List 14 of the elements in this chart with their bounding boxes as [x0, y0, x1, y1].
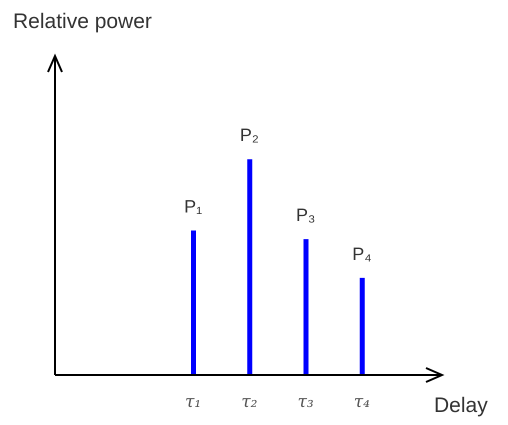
- x-tick-label: τ₄: [354, 392, 370, 412]
- bar: [360, 278, 365, 375]
- x-tick-label: τ₂: [241, 392, 258, 412]
- annotation: P₂: [240, 125, 259, 146]
- annotation: P₄: [352, 244, 372, 264]
- bar: [304, 239, 308, 375]
- x-tick-label: τ₃: [298, 392, 314, 412]
- annotation: P₁: [184, 196, 202, 216]
- text: Relative power: [13, 10, 152, 34]
- bar: [247, 159, 252, 375]
- x-tick-label: τ₁: [185, 392, 202, 412]
- x-axis-title: Delay: [434, 394, 488, 418]
- bar: [191, 230, 196, 375]
- annotation: P₃: [296, 205, 316, 226]
